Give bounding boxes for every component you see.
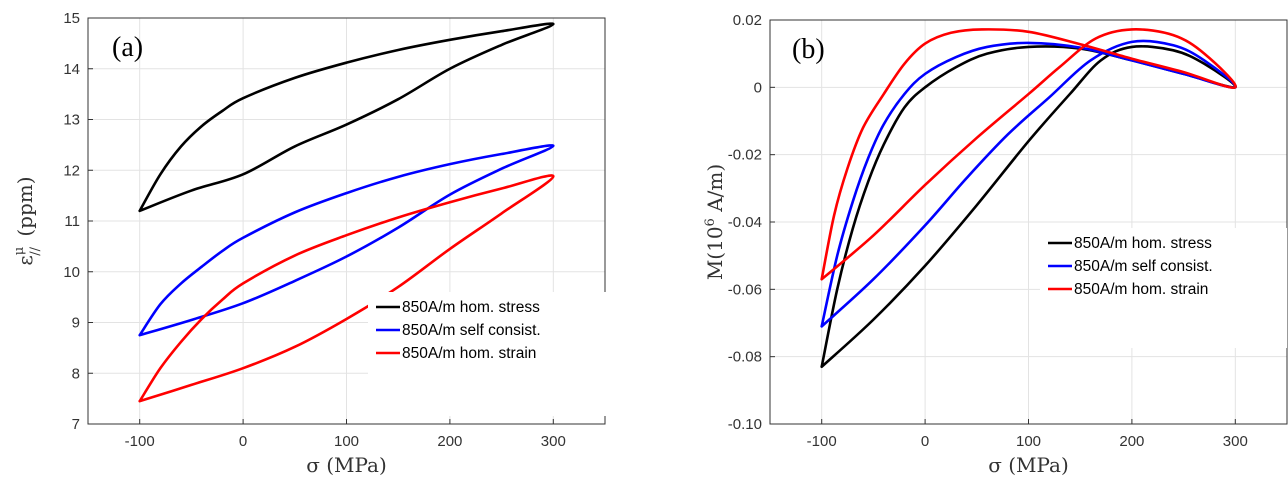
y-axis-title-subscript: //: [28, 246, 43, 255]
y-tick-label: 15: [63, 10, 80, 27]
y-tick-label: 0.02: [733, 12, 762, 29]
panel-label: (b): [792, 34, 825, 65]
legend: 850A/m hom. stress 850A/m self consist. 85…: [368, 292, 608, 416]
x-tick-label: 200: [437, 433, 462, 450]
y-axis-title-superscript: 6: [703, 218, 718, 226]
x-axis-title: σ (MPa): [306, 453, 387, 477]
y-tick-label: 7: [72, 416, 80, 433]
legend-label-3: 850A/m hom. strain: [1074, 281, 1208, 298]
series-line-1: [138, 22, 555, 213]
series-line-2: [138, 144, 555, 337]
legend-label-1: 850A/m hom. stress: [402, 299, 540, 316]
y-axis-title-main: M(10: [703, 226, 727, 280]
x-axis-title: σ (MPa): [988, 453, 1069, 477]
y-tick-label: 14: [63, 61, 80, 78]
y-axis-title-main: ε: [13, 255, 37, 265]
y-axis-title-unit: (ppm): [13, 176, 37, 243]
series-line-2: [820, 39, 1237, 328]
y-axis-title-superscript: μ: [12, 247, 27, 255]
x-tick-label: 100: [1016, 433, 1041, 450]
y-axis-title: M(106 A/m): [703, 164, 727, 280]
legend: 850A/m hom. stress 850A/m self consist. 85…: [1040, 228, 1287, 348]
y-tick-label: -0.02: [728, 147, 762, 164]
legend-box: [1040, 228, 1287, 348]
x-tick-label: 0: [921, 433, 929, 450]
legend-label-2: 850A/m self consist.: [402, 322, 541, 339]
y-tick-label: 0: [754, 79, 762, 96]
y-tick-label: 9: [72, 315, 80, 332]
panel-label: (a): [112, 32, 143, 63]
y-tick-label: -0.10: [728, 416, 762, 433]
chart-panel-b: -100 0 100 200 300 -0.10 -0.08 -0.06 -0.04 -0.02 0…: [703, 12, 1288, 477]
x-tick-label: 0: [239, 433, 247, 450]
y-tick-label: 12: [63, 162, 80, 179]
series-line-3: [138, 174, 555, 403]
x-tick-label: 200: [1119, 433, 1144, 450]
x-tick-label: -100: [807, 433, 837, 450]
x-tick-label: 100: [334, 433, 359, 450]
y-tick-label: 10: [63, 264, 80, 281]
legend-box: [368, 292, 608, 416]
y-axis-title: εμ// (ppm): [12, 176, 43, 265]
y-tick-label: 13: [63, 112, 80, 129]
y-tick-label: 11: [64, 213, 80, 230]
y-tick-label: -0.06: [728, 281, 762, 298]
x-tick-label: 300: [1223, 433, 1248, 450]
legend-label-2: 850A/m self consist.: [1074, 258, 1213, 275]
y-axis-title-unit: A/m): [703, 164, 727, 218]
x-tick-label: 300: [541, 433, 566, 450]
x-tick-label: -100: [125, 433, 155, 450]
y-tick-label: 8: [72, 365, 80, 382]
chart-panel-a: -100 0 100 200 300 7 8 9 10 11 12 13 14 15 σ (MPa) εμ//…: [12, 10, 608, 477]
legend-label-3: 850A/m hom. strain: [402, 345, 536, 362]
y-tick-label: -0.08: [728, 349, 762, 366]
y-tick-label: -0.04: [728, 214, 762, 231]
legend-label-1: 850A/m hom. stress: [1074, 235, 1212, 252]
series-line-3: [820, 28, 1237, 281]
